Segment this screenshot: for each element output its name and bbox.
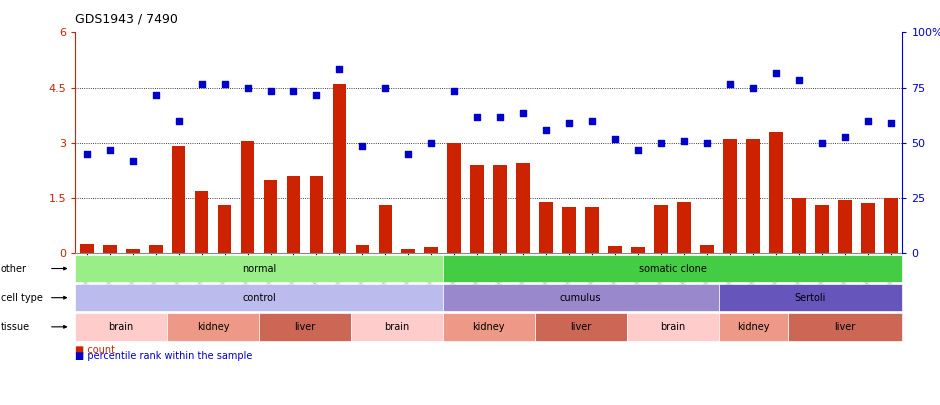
Text: kidney: kidney — [196, 322, 229, 332]
Point — [286, 88, 301, 94]
Point — [791, 77, 807, 83]
Text: other: other — [1, 264, 27, 273]
Point — [332, 66, 347, 72]
Text: normal: normal — [242, 264, 276, 273]
Bar — [562, 207, 576, 253]
Point — [699, 139, 714, 146]
Point — [884, 119, 899, 126]
Point — [194, 81, 209, 87]
Text: kidney: kidney — [737, 322, 769, 332]
Bar — [425, 247, 438, 253]
Bar — [769, 132, 783, 253]
Bar — [195, 191, 209, 253]
Text: liver: liver — [570, 322, 591, 332]
Text: ■ count: ■ count — [75, 345, 116, 355]
Text: cell type: cell type — [1, 293, 43, 303]
Point — [378, 84, 393, 91]
Point — [539, 127, 554, 133]
Point — [102, 147, 118, 153]
Bar — [540, 202, 553, 253]
Point — [631, 147, 646, 153]
Point — [677, 138, 692, 144]
Bar — [379, 205, 392, 253]
Bar — [149, 245, 163, 253]
Bar — [746, 139, 760, 253]
Bar — [287, 176, 301, 253]
Point — [79, 151, 94, 157]
Bar — [494, 165, 508, 253]
Text: Sertoli: Sertoli — [795, 293, 826, 303]
Point — [493, 114, 508, 120]
Point — [838, 134, 853, 141]
Bar — [102, 245, 117, 253]
Bar — [218, 205, 231, 253]
Bar — [355, 245, 369, 253]
Text: kidney: kidney — [473, 322, 505, 332]
Point — [562, 119, 577, 126]
Point — [723, 81, 738, 87]
Bar — [723, 139, 737, 253]
Point — [745, 84, 760, 91]
Point — [814, 139, 829, 146]
Bar — [586, 207, 599, 253]
Point — [769, 70, 784, 76]
Point — [607, 136, 622, 142]
Bar — [333, 84, 346, 253]
Bar — [447, 143, 462, 253]
Point — [355, 143, 370, 150]
Bar — [263, 179, 277, 253]
Point — [263, 88, 278, 94]
Bar — [241, 141, 255, 253]
Point — [653, 139, 668, 146]
Point — [240, 84, 255, 91]
Bar — [815, 205, 829, 253]
Point — [400, 151, 415, 157]
Bar — [632, 247, 645, 253]
Point — [470, 114, 485, 120]
Bar — [172, 147, 185, 253]
Text: control: control — [243, 293, 276, 303]
Point — [149, 92, 164, 98]
Text: tissue: tissue — [1, 322, 30, 332]
Point — [585, 117, 600, 124]
Bar — [470, 165, 484, 253]
Text: ■ percentile rank within the sample: ■ percentile rank within the sample — [75, 351, 253, 361]
Point — [860, 117, 875, 124]
Bar — [80, 244, 94, 253]
Bar — [126, 249, 139, 253]
Bar — [401, 249, 415, 253]
Point — [309, 92, 324, 98]
Bar — [884, 198, 898, 253]
Bar — [861, 203, 875, 253]
Text: somatic clone: somatic clone — [638, 264, 707, 273]
Point — [171, 117, 186, 124]
Point — [424, 139, 439, 146]
Text: brain: brain — [384, 322, 410, 332]
Text: GDS1943 / 7490: GDS1943 / 7490 — [75, 12, 178, 25]
Point — [125, 158, 140, 164]
Bar — [654, 205, 668, 253]
Bar — [309, 176, 323, 253]
Text: liver: liver — [294, 322, 316, 332]
Point — [446, 88, 462, 94]
Bar — [608, 246, 622, 253]
Bar — [792, 198, 806, 253]
Text: liver: liver — [835, 322, 855, 332]
Bar — [838, 200, 852, 253]
Point — [516, 110, 531, 117]
Text: brain: brain — [660, 322, 685, 332]
Bar — [700, 245, 714, 253]
Text: brain: brain — [108, 322, 133, 332]
Bar — [516, 163, 530, 253]
Bar — [677, 202, 691, 253]
Text: cumulus: cumulus — [560, 293, 602, 303]
Point — [217, 81, 232, 87]
